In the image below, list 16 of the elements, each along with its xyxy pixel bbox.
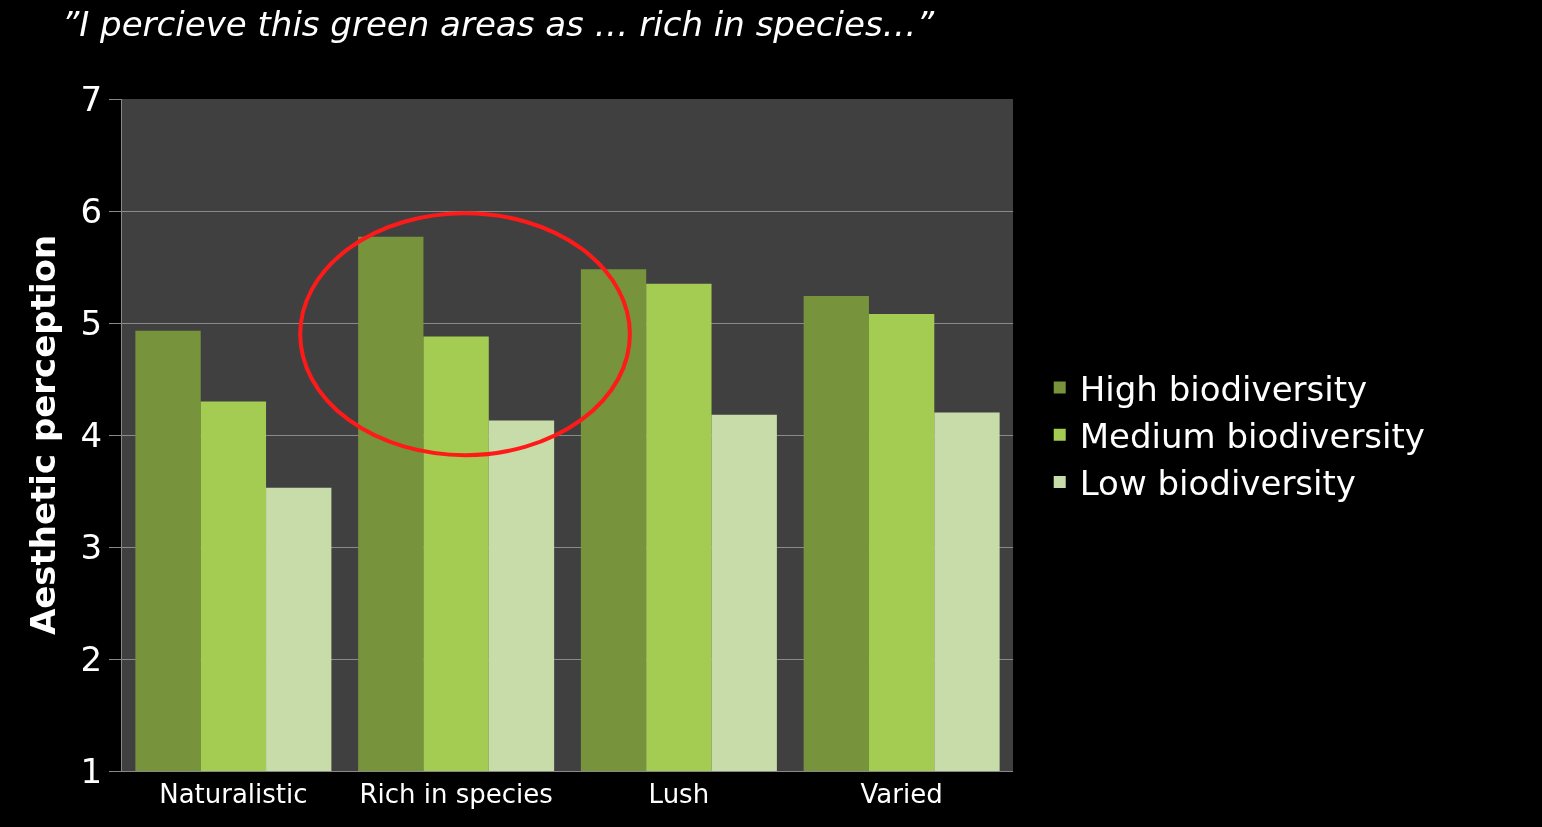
x-tick-label: Naturalistic (159, 779, 308, 810)
y-tick-label: 3 (80, 526, 103, 567)
legend-label: Low biodiversity (1079, 463, 1356, 504)
y-tick-label: 4 (80, 414, 103, 455)
x-tick-label: Lush (648, 779, 710, 810)
x-tick-label: Varied (860, 779, 943, 810)
y-axis-title: Aesthetic perception (23, 234, 64, 636)
legend-label: Medium biodiversity (1079, 416, 1425, 457)
y-tick-label: 7 (80, 78, 103, 119)
x-tick-label: Rich in species (359, 779, 553, 810)
y-tick-label: 5 (80, 302, 103, 343)
y-tick-label: 1 (80, 750, 103, 791)
chart-title: ”I percieve this green areas as … rich in species…” (61, 4, 935, 45)
y-tick-label: 6 (80, 190, 103, 231)
legend-label: High biodiversity (1079, 368, 1368, 409)
y-tick-label: 2 (80, 638, 103, 679)
